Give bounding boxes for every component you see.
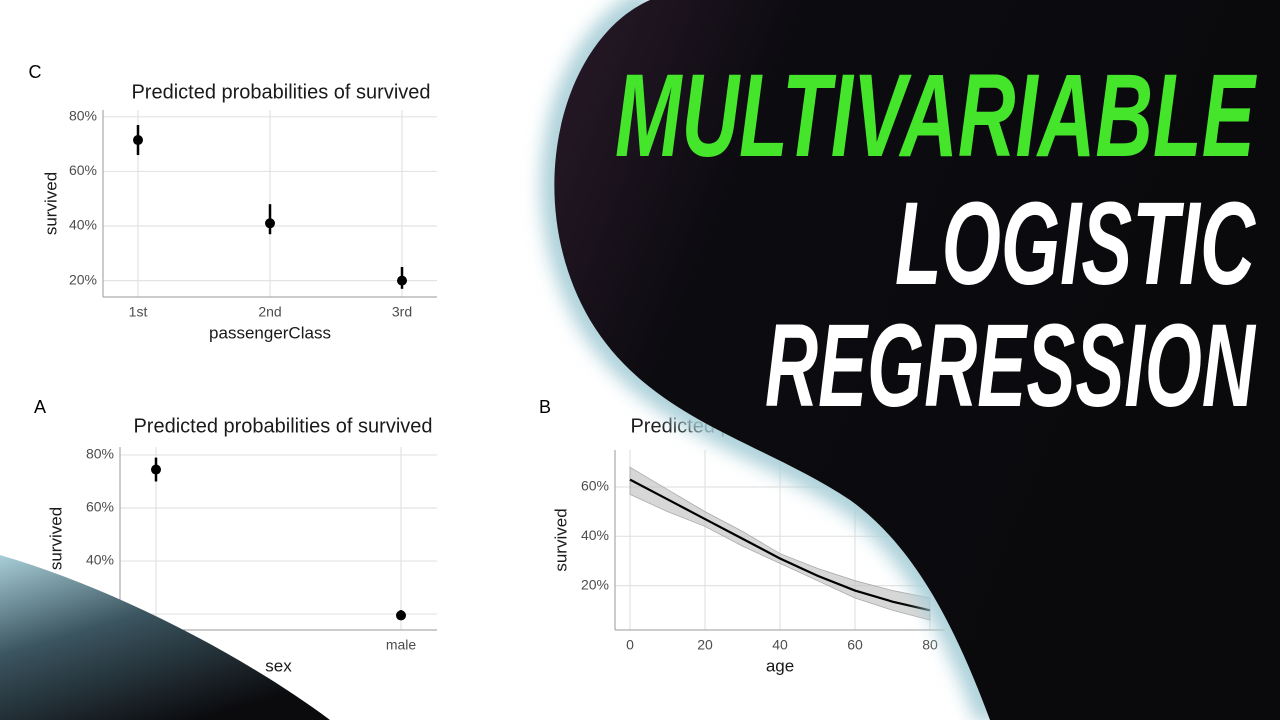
x-tick-label: 1st — [129, 304, 148, 320]
point — [133, 135, 143, 146]
line — [629, 478, 931, 612]
headline-line: MULTIVARIABLE — [615, 50, 1257, 182]
panel-label: A — [34, 397, 46, 417]
y-tick-label: 40% — [86, 552, 114, 568]
chart-title: Predicted probabilities of survived — [131, 81, 430, 103]
x-tick-label: 40 — [772, 637, 788, 653]
panel-label: B — [539, 397, 551, 417]
y-tick-label: 40% — [581, 527, 609, 543]
x-tick-label: male — [386, 637, 417, 653]
plot-area — [120, 447, 437, 630]
y-tick-label: 80% — [86, 446, 114, 462]
y-tick-label: 60% — [581, 478, 609, 494]
x-axis-title: sex — [265, 656, 292, 675]
y-tick-label: 60% — [69, 162, 97, 178]
y-tick-label: 20% — [69, 271, 97, 287]
charts: C Predicted probabilities of survived pass… — [29, 62, 945, 675]
point — [396, 610, 406, 621]
panel-label: C — [29, 62, 42, 82]
point — [151, 464, 161, 475]
x-tick-label: 3rd — [392, 304, 412, 320]
x-tick-label: 20 — [697, 637, 713, 653]
x-tick-label: 80 — [922, 637, 938, 653]
x-axis-title: age — [766, 656, 794, 675]
decor-corner — [0, 555, 330, 720]
decor-shape — [554, 0, 1280, 720]
confidence-band — [629, 466, 931, 621]
y-tick-label: 20% — [581, 576, 609, 592]
point — [265, 218, 275, 229]
x-tick-label: 0 — [626, 637, 634, 653]
headline-line: REGRESSION — [765, 300, 1257, 432]
headline-line: LOGISTIC — [895, 178, 1256, 310]
y-tick-label: 40% — [69, 217, 97, 233]
y-axis-title: survived — [41, 172, 60, 235]
y-tick-label: 60% — [86, 499, 114, 515]
x-axis-title: passengerClass — [209, 323, 331, 342]
x-tick-label: 2nd — [258, 304, 281, 320]
point — [397, 275, 407, 286]
y-axis-title: survived — [46, 507, 65, 570]
y-axis-title: survived — [551, 508, 570, 571]
x-tick-label: 60 — [847, 637, 863, 653]
y-tick-label: 80% — [69, 108, 97, 124]
chart-title: Predicted probabilities of survived — [133, 415, 432, 437]
